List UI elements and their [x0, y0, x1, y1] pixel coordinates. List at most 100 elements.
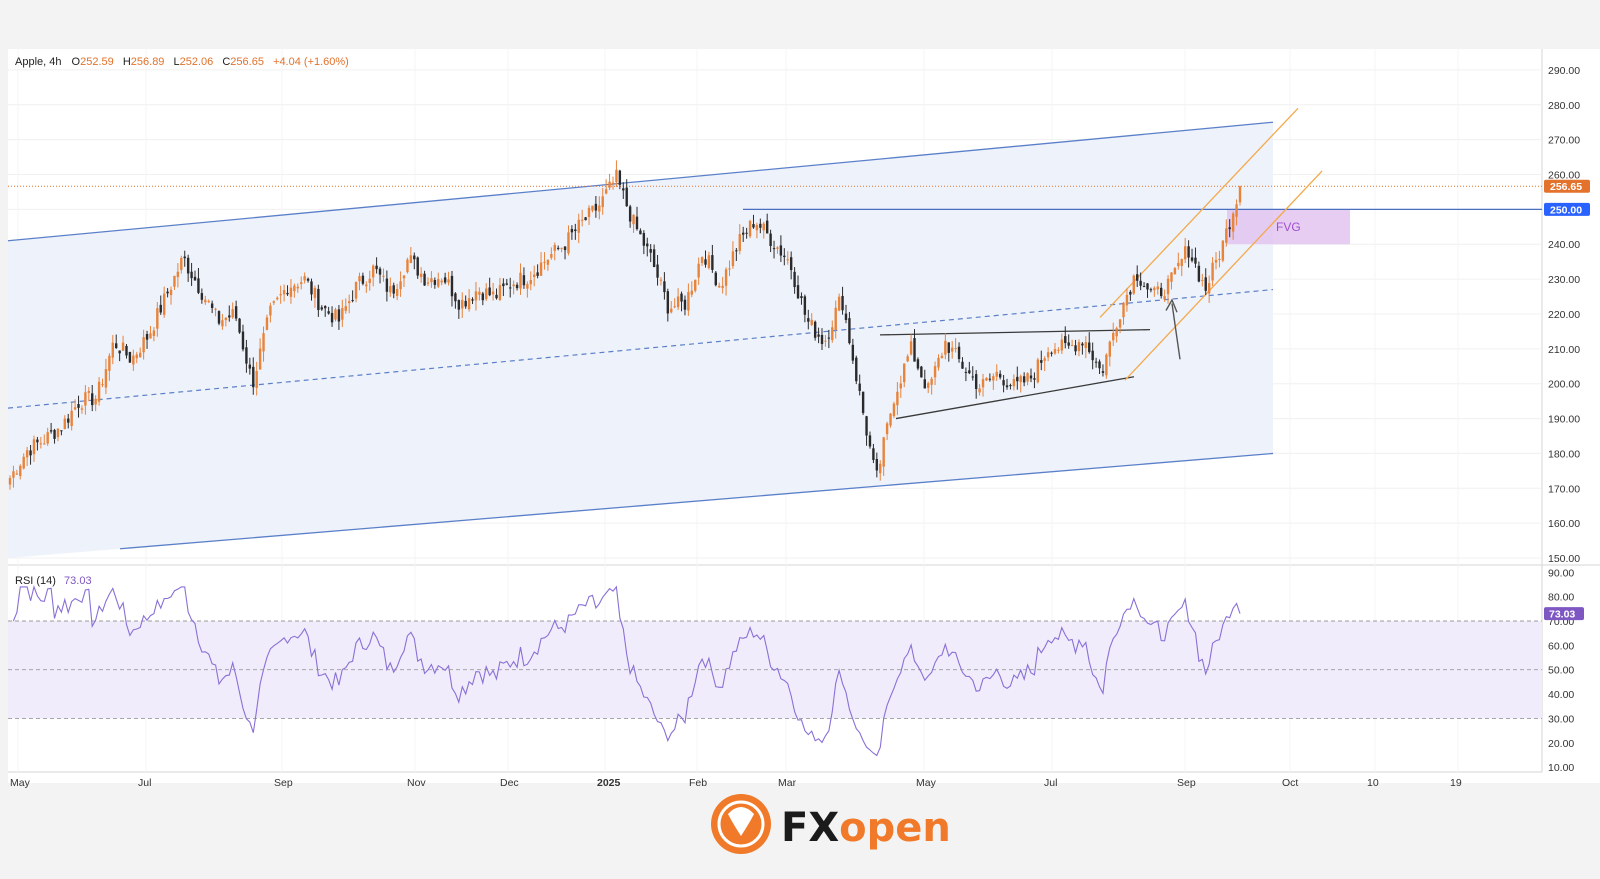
- candle-body: [522, 275, 526, 286]
- candle-body: [1125, 294, 1129, 306]
- candle-body: [138, 352, 142, 358]
- candle-body: [779, 245, 783, 256]
- candle-body: [419, 273, 423, 278]
- candle-body: [433, 280, 437, 285]
- candle-body: [533, 274, 536, 277]
- price-tick: 220.00: [1548, 309, 1580, 321]
- candle-body: [601, 196, 604, 208]
- candle-body: [234, 306, 238, 319]
- candle-body: [858, 383, 861, 391]
- candle-body: [324, 306, 327, 309]
- regression-channel-fill: [8, 122, 1273, 559]
- candle-body: [604, 189, 608, 194]
- ohlc-legend: Apple, 4h O252.59 H256.89 L252.06 C256.6…: [15, 56, 349, 68]
- candle-body: [402, 275, 406, 279]
- candle-body: [721, 285, 724, 289]
- candle-body: [1029, 375, 1033, 379]
- candle-body: [556, 247, 560, 249]
- candle-body: [1194, 257, 1197, 264]
- candle-body: [927, 383, 930, 388]
- candle-body: [580, 219, 584, 221]
- price-tick: 150.00: [1548, 553, 1580, 565]
- candle-body: [1235, 204, 1238, 217]
- candle-body: [903, 363, 906, 383]
- candle-body: [282, 290, 286, 295]
- candle-body: [12, 471, 15, 478]
- candle-body: [1201, 279, 1204, 281]
- candle-body: [125, 345, 128, 356]
- candle-body: [1026, 373, 1029, 382]
- candle-body: [759, 223, 762, 228]
- candle-body: [416, 257, 419, 276]
- candle-body: [687, 292, 690, 311]
- candle-body: [279, 294, 282, 296]
- candle-body: [166, 291, 169, 294]
- candle-body: [1074, 345, 1077, 352]
- candle-body: [666, 291, 670, 314]
- low-label: L: [174, 56, 180, 68]
- candle-body: [207, 301, 210, 303]
- svg-text:250.00: 250.00: [1550, 204, 1582, 216]
- candle-body: [793, 271, 796, 288]
- candle-body: [104, 369, 108, 388]
- candle-body: [735, 250, 738, 252]
- candle-body: [505, 283, 508, 285]
- candle-body: [303, 276, 306, 281]
- candle-body: [639, 230, 642, 235]
- candle-body: [896, 391, 899, 406]
- candle-body: [718, 285, 721, 288]
- candle-body: [22, 456, 25, 469]
- candle-body: [998, 373, 1002, 378]
- candle-body: [8, 478, 12, 485]
- candle-body: [608, 181, 611, 188]
- candle-body: [868, 435, 872, 447]
- candle-body: [97, 381, 101, 402]
- candle-body: [1218, 258, 1221, 260]
- time-tick: Sep: [274, 777, 293, 789]
- candle-body: [498, 285, 502, 300]
- candle-body: [694, 279, 697, 291]
- fxopen-logo: FXopen: [711, 794, 951, 854]
- candle-body: [810, 319, 813, 325]
- channel-median-line: [7, 288, 1274, 409]
- candle-body: [1009, 385, 1012, 387]
- candle-body: [663, 281, 666, 293]
- low-value: 252.06: [180, 56, 214, 68]
- candle-body: [1132, 275, 1135, 294]
- candle-body: [591, 205, 594, 211]
- candle-body: [399, 281, 402, 290]
- candle-body: [228, 315, 231, 318]
- time-tick: 19: [1450, 777, 1462, 789]
- candle-body: [879, 463, 882, 474]
- candle-body: [1190, 257, 1194, 261]
- candle-body: [892, 403, 896, 417]
- candle-body: [745, 232, 748, 234]
- candle-body: [920, 366, 923, 378]
- candle-body: [80, 408, 84, 410]
- candle-body: [509, 287, 512, 289]
- candle-body: [865, 416, 868, 436]
- candle-body: [783, 255, 786, 258]
- candle-body: [145, 334, 149, 340]
- fvg-label: FVG: [1276, 220, 1301, 234]
- candle-body: [831, 327, 834, 341]
- candle-body: [742, 232, 745, 235]
- candle-body: [981, 379, 985, 388]
- candle-body: [241, 331, 245, 350]
- candle-body: [1046, 352, 1050, 358]
- candle-body: [128, 351, 132, 363]
- candle-body: [560, 247, 563, 249]
- candle-body: [258, 348, 262, 370]
- candle-body: [252, 366, 255, 388]
- candle-body: [1019, 376, 1022, 383]
- price-tick: 240.00: [1548, 239, 1580, 251]
- candle-body: [940, 355, 944, 359]
- candle-body: [1094, 361, 1098, 363]
- candle-body: [598, 205, 601, 212]
- candle-body: [317, 288, 320, 311]
- candle-body: [916, 359, 920, 369]
- candle-body: [1180, 259, 1183, 267]
- candle-body: [848, 318, 851, 344]
- candle-body: [670, 308, 673, 313]
- candle-body: [502, 283, 505, 287]
